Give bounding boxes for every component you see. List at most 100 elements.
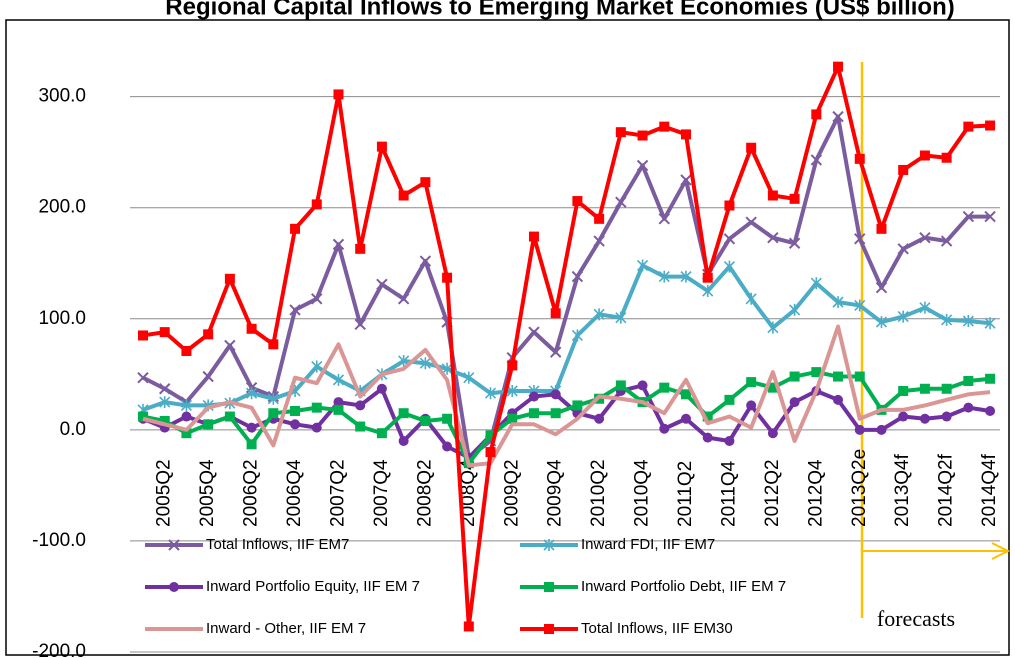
marker <box>898 385 909 396</box>
marker <box>789 193 800 204</box>
marker <box>940 235 953 247</box>
y-tick-label: 200.0 <box>38 197 86 218</box>
legend-label: Total Inflows, IIF EM7 <box>206 536 349 553</box>
marker <box>680 270 692 283</box>
marker <box>746 377 757 388</box>
marker <box>594 213 605 224</box>
x-tick-label: 2013Q2e <box>849 449 870 527</box>
marker <box>963 375 974 386</box>
marker <box>549 346 562 358</box>
marker <box>941 152 952 163</box>
marker <box>767 428 778 439</box>
marker <box>594 413 605 424</box>
marker <box>246 323 257 334</box>
marker <box>203 419 214 430</box>
marker <box>659 423 670 434</box>
marker <box>680 174 692 186</box>
marker <box>659 382 670 393</box>
marker <box>572 400 583 411</box>
marker <box>333 89 344 100</box>
marker <box>985 373 996 384</box>
marker <box>962 210 975 223</box>
x-tick-label: 2007Q4 <box>371 459 392 527</box>
legend-label: Inward Portfolio Equity, IIF EM 7 <box>206 578 420 595</box>
marker <box>658 213 670 225</box>
legend-label: Inward - Other, IIF EM 7 <box>206 620 366 637</box>
marker <box>397 293 410 305</box>
marker <box>485 430 496 441</box>
forecast-arrow-head <box>991 542 1011 560</box>
marker <box>658 270 670 283</box>
grid <box>130 96 1000 653</box>
marker <box>724 435 735 446</box>
marker <box>767 231 779 244</box>
marker <box>876 223 887 234</box>
x-tick-label: 2009Q2 <box>501 459 522 527</box>
marker <box>289 304 301 316</box>
marker <box>941 313 953 326</box>
marker <box>290 419 301 430</box>
marker <box>745 292 757 305</box>
marker <box>659 121 670 132</box>
marker <box>484 387 497 400</box>
marker <box>767 190 778 201</box>
marker <box>355 421 366 432</box>
marker <box>169 582 179 592</box>
x-tick-label: 2010Q4 <box>632 459 653 527</box>
annotation: forecasts <box>877 606 955 631</box>
marker <box>854 153 865 164</box>
marker <box>311 199 322 210</box>
marker <box>463 621 474 632</box>
marker <box>984 317 996 330</box>
marker <box>138 330 148 341</box>
marker <box>746 142 757 153</box>
marker <box>354 318 366 331</box>
marker <box>159 396 171 409</box>
marker <box>681 413 691 424</box>
marker <box>138 411 148 422</box>
y-tick-label: 0.0 <box>60 419 86 440</box>
marker <box>832 296 844 309</box>
marker <box>571 329 583 342</box>
marker <box>550 408 561 419</box>
marker <box>376 278 388 291</box>
marker <box>637 380 648 391</box>
marker <box>963 121 974 132</box>
marker <box>789 303 801 316</box>
marker <box>203 329 214 340</box>
marker <box>875 281 888 294</box>
marker <box>463 371 475 384</box>
x-tick-label: 2005Q4 <box>197 459 218 527</box>
x-tick-label: 2011Q2 <box>675 461 696 527</box>
marker <box>919 413 930 424</box>
marker <box>224 411 235 422</box>
marker <box>919 301 931 314</box>
marker <box>811 109 822 120</box>
marker <box>615 311 627 324</box>
marker <box>267 392 279 405</box>
marker <box>788 237 801 249</box>
marker <box>159 383 171 395</box>
marker <box>875 316 888 329</box>
marker <box>398 190 409 201</box>
marker <box>246 422 257 433</box>
marker <box>528 326 540 338</box>
marker <box>637 130 648 141</box>
marker <box>528 408 539 419</box>
x-tick-label: 2014Q4f <box>979 453 1000 527</box>
marker <box>442 441 453 452</box>
series <box>138 61 996 632</box>
marker <box>202 370 214 383</box>
marker <box>832 110 844 123</box>
marker <box>376 383 387 394</box>
marker <box>332 238 345 251</box>
marker <box>442 413 453 424</box>
marker <box>528 391 539 402</box>
marker <box>506 384 518 397</box>
marker <box>810 277 822 290</box>
marker <box>333 397 344 408</box>
marker <box>224 339 236 352</box>
marker <box>159 415 170 426</box>
